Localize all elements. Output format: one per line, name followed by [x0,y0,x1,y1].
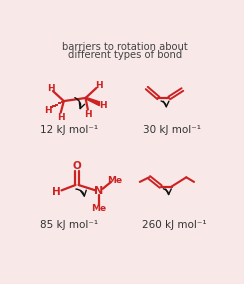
Text: barriers to rotation about: barriers to rotation about [62,42,188,52]
Text: H: H [99,101,106,110]
Text: O: O [73,161,81,171]
Text: H: H [44,106,51,115]
Polygon shape [86,97,100,106]
Text: Me: Me [91,204,106,213]
Text: 260 kJ mol⁻¹: 260 kJ mol⁻¹ [142,220,206,230]
Text: N: N [94,186,103,196]
Text: H: H [47,84,54,93]
Text: H: H [57,113,64,122]
Text: different types of bond: different types of bond [68,50,182,60]
Text: H: H [95,81,102,90]
Text: H: H [84,110,92,119]
Text: 30 kJ mol⁻¹: 30 kJ mol⁻¹ [143,125,201,135]
Text: 85 kJ mol⁻¹: 85 kJ mol⁻¹ [40,220,98,230]
Text: H: H [52,187,61,197]
Text: 12 kJ mol⁻¹: 12 kJ mol⁻¹ [40,125,98,135]
Text: Me: Me [107,176,122,185]
